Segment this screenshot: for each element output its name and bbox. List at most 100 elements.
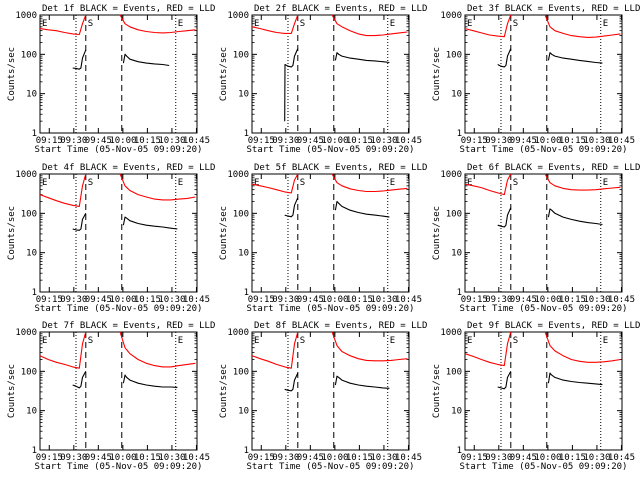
x-tick-label: 09:15 bbox=[461, 453, 488, 463]
detector-panel-6: Det 6f BLACK = Events, RED = LLD 1 10 100 10… bbox=[432, 163, 640, 314]
x-tick-label: 10:45 bbox=[608, 453, 635, 463]
marker-label-s: S bbox=[513, 19, 518, 29]
panel-title: Det 1f BLACK = Events, RED = LLD bbox=[42, 4, 215, 14]
y-axis-label: Counts/sec bbox=[7, 206, 17, 260]
x-tick-label: 10:45 bbox=[395, 136, 422, 146]
y-tick-label: 1000 bbox=[15, 11, 37, 21]
marker-label-e: E bbox=[42, 336, 47, 346]
y-tick-label: 1000 bbox=[227, 11, 249, 21]
y-tick-label: 100 bbox=[446, 209, 462, 219]
series-events-line bbox=[72, 213, 87, 231]
series-events-line bbox=[547, 372, 603, 386]
marker-label-e: E bbox=[467, 336, 472, 346]
series-events-line bbox=[284, 372, 299, 392]
y-tick-label: 1000 bbox=[440, 328, 462, 338]
series-events-line bbox=[122, 374, 178, 388]
series-events-line bbox=[284, 48, 299, 122]
x-axis-label: Start Time (05-Nov-05 09:09:20) bbox=[35, 304, 203, 314]
series-lld-line bbox=[39, 173, 87, 207]
y-tick-label: 10 bbox=[451, 249, 462, 259]
marker-label-e: E bbox=[178, 336, 183, 346]
plot-frame bbox=[39, 14, 198, 134]
series-lld-line bbox=[464, 14, 512, 38]
series-events-line bbox=[547, 52, 603, 64]
plot-frame bbox=[464, 14, 623, 134]
y-tick-label: 1 bbox=[457, 446, 462, 456]
y-tick-label: 100 bbox=[233, 50, 249, 60]
marker-label-e: E bbox=[467, 178, 472, 188]
y-tick-label: 100 bbox=[21, 367, 37, 377]
series-events-line bbox=[122, 216, 178, 230]
x-tick-label: 09:45 bbox=[297, 295, 324, 305]
series-events-line bbox=[72, 371, 87, 389]
marker-label-e: E bbox=[603, 178, 608, 188]
y-axis-label: Counts/sec bbox=[432, 206, 442, 260]
x-tick-label: 10:15 bbox=[346, 453, 373, 463]
y-tick-label: 100 bbox=[21, 209, 37, 219]
x-tick-label: 10:30 bbox=[370, 453, 397, 463]
marker-label-e: E bbox=[390, 336, 395, 346]
x-tick-label: 10:15 bbox=[559, 453, 586, 463]
y-tick-label: 10 bbox=[238, 407, 249, 417]
panel-title: Det 2f BLACK = Events, RED = LLD bbox=[254, 4, 427, 14]
x-tick-label: 10:45 bbox=[183, 136, 210, 146]
panel-title: Det 4f BLACK = Events, RED = LLD bbox=[42, 163, 215, 173]
y-tick-label: 1 bbox=[457, 129, 462, 139]
y-tick-label: 100 bbox=[446, 367, 462, 377]
x-tick-label: 10:00 bbox=[534, 136, 561, 146]
x-tick-label: 09:15 bbox=[36, 453, 63, 463]
detector-panel-1: Det 1f BLACK = Events, RED = LLD 1 10 100 10… bbox=[7, 4, 215, 155]
x-tick-label: 10:30 bbox=[370, 136, 397, 146]
detector-panel-9: Det 9f BLACK = Events, RED = LLD 1 10 100 10… bbox=[432, 321, 640, 472]
x-tick-label: 10:30 bbox=[158, 136, 185, 146]
x-tick-label: 10:30 bbox=[583, 136, 610, 146]
y-tick-label: 100 bbox=[233, 209, 249, 219]
detector-panel-3: Det 3f BLACK = Events, RED = LLD 1 10 100 10… bbox=[432, 4, 640, 155]
y-tick-label: 1 bbox=[32, 288, 37, 298]
y-axis-label: Counts/sec bbox=[219, 47, 229, 101]
y-axis-label: Counts/sec bbox=[432, 364, 442, 418]
x-tick-label: 09:15 bbox=[461, 136, 488, 146]
plot-frame bbox=[464, 331, 623, 451]
marker-label-e: E bbox=[42, 178, 47, 188]
series-events-line bbox=[547, 208, 603, 226]
x-tick-label: 10:00 bbox=[321, 295, 348, 305]
plot-frame bbox=[39, 173, 198, 293]
x-tick-label: 09:30 bbox=[485, 295, 512, 305]
series-lld-line bbox=[331, 14, 408, 37]
x-tick-label: 09:30 bbox=[272, 295, 299, 305]
x-tick-label: 10:30 bbox=[158, 295, 185, 305]
x-tick-label: 09:45 bbox=[85, 453, 112, 463]
marker-label-e: E bbox=[254, 19, 259, 29]
panel-title: Det 5f BLACK = Events, RED = LLD bbox=[254, 163, 427, 173]
x-tick-label: 09:30 bbox=[60, 295, 87, 305]
series-events-line bbox=[334, 52, 390, 64]
y-tick-label: 10 bbox=[451, 407, 462, 417]
x-tick-label: 10:00 bbox=[109, 295, 136, 305]
y-tick-label: 1 bbox=[244, 288, 249, 298]
marker-label-s: S bbox=[300, 19, 305, 29]
marker-label-s: S bbox=[300, 178, 305, 188]
x-tick-label: 10:30 bbox=[583, 453, 610, 463]
x-tick-label: 09:30 bbox=[485, 136, 512, 146]
y-tick-label: 1000 bbox=[15, 170, 37, 180]
marker-label-e: E bbox=[603, 19, 608, 29]
y-tick-label: 1000 bbox=[227, 328, 249, 338]
y-tick-label: 10 bbox=[451, 90, 462, 100]
plot-frame bbox=[464, 173, 623, 293]
plot-frame bbox=[39, 331, 198, 451]
y-tick-label: 10 bbox=[238, 90, 249, 100]
x-tick-label: 10:45 bbox=[608, 295, 635, 305]
x-tick-label: 10:15 bbox=[346, 295, 373, 305]
marker-label-s: S bbox=[88, 178, 93, 188]
y-tick-label: 1 bbox=[32, 129, 37, 139]
x-tick-label: 10:30 bbox=[583, 295, 610, 305]
series-lld-line bbox=[544, 14, 621, 38]
x-tick-label: 10:00 bbox=[109, 136, 136, 146]
panel-title: Det 3f BLACK = Events, RED = LLD bbox=[467, 4, 640, 14]
series-events-line bbox=[72, 49, 87, 70]
x-tick-label: 10:45 bbox=[608, 136, 635, 146]
series-events-line bbox=[497, 371, 512, 390]
panel-title: Det 7f BLACK = Events, RED = LLD bbox=[42, 321, 215, 331]
marker-label-s: S bbox=[513, 336, 518, 346]
